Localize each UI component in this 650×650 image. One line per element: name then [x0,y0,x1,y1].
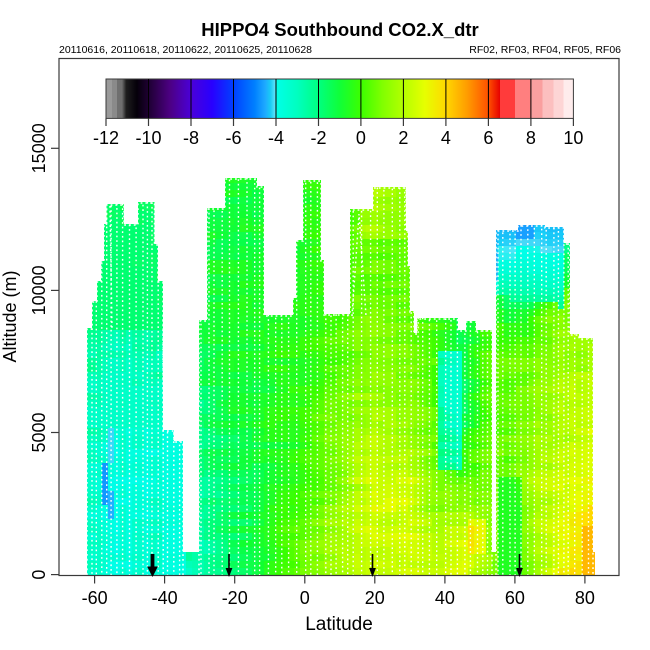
svg-text:20: 20 [365,588,385,608]
svg-text:0: 0 [300,588,310,608]
svg-text:Altitude (m): Altitude (m) [0,270,20,362]
svg-text:15000: 15000 [29,123,49,173]
svg-text:-2: -2 [310,128,326,148]
svg-text:8: 8 [526,128,536,148]
svg-text:-40: -40 [152,588,178,608]
svg-text:20110616, 20110618, 20110622,: 20110616, 20110618, 20110622, 20110625, … [59,44,312,56]
svg-text:2: 2 [398,128,408,148]
svg-text:6: 6 [483,128,493,148]
svg-text:-8: -8 [183,128,199,148]
svg-text:10: 10 [563,128,583,148]
svg-text:0: 0 [29,570,49,580]
svg-text:RF02, RF03, RF04, RF05, RF06: RF02, RF03, RF04, RF05, RF06 [469,44,621,56]
svg-text:HIPPO4 Southbound CO2.X_dtr: HIPPO4 Southbound CO2.X_dtr [201,19,479,40]
svg-text:Latitude: Latitude [305,614,373,635]
svg-text:40: 40 [435,588,455,608]
svg-text:-20: -20 [222,588,248,608]
svg-text:5000: 5000 [29,412,49,452]
svg-text:-6: -6 [225,128,241,148]
svg-text:-60: -60 [82,588,108,608]
svg-text:-12: -12 [93,128,119,148]
svg-text:60: 60 [505,588,525,608]
svg-text:-4: -4 [268,128,284,148]
svg-text:4: 4 [441,128,451,148]
svg-text:0: 0 [356,128,366,148]
svg-text:10000: 10000 [29,265,49,315]
svg-text:80: 80 [575,588,595,608]
svg-text:-10: -10 [135,128,161,148]
